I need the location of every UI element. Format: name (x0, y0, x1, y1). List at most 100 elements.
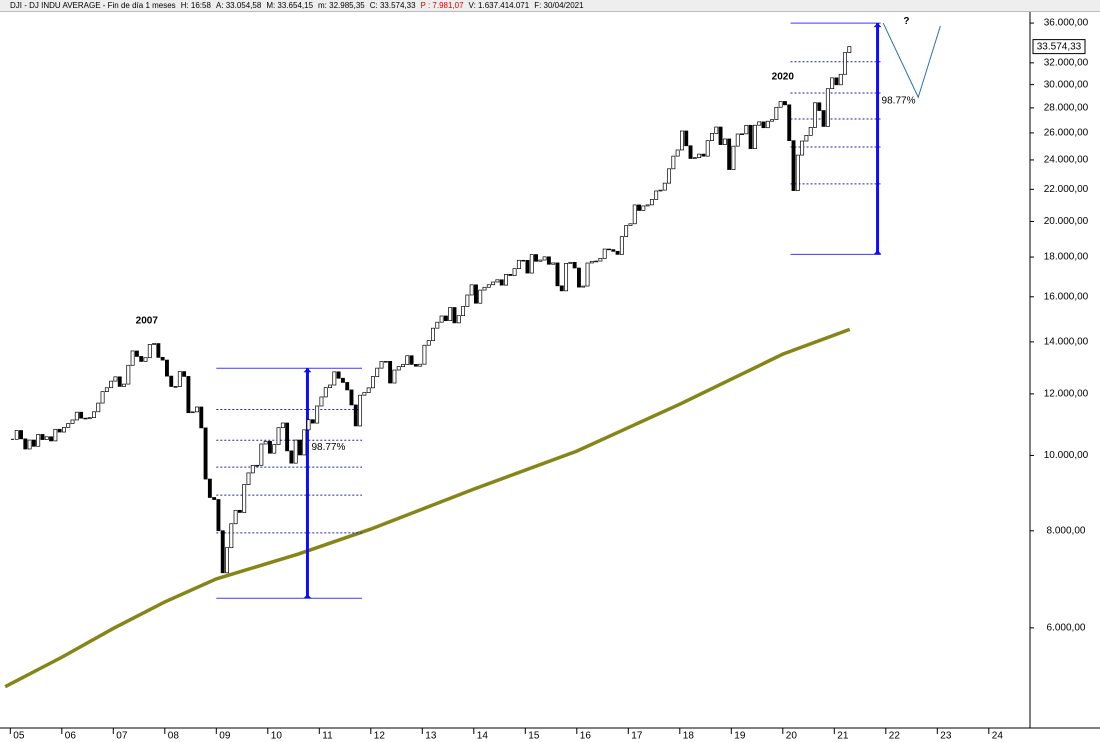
x-tick-label: 14 (477, 731, 489, 742)
candle (134, 350, 139, 357)
candle (164, 359, 169, 377)
candle (534, 254, 538, 262)
candle (671, 155, 676, 170)
candle (495, 279, 500, 283)
candle (370, 376, 375, 389)
candle (525, 260, 530, 274)
candle (830, 77, 835, 90)
candle (443, 315, 448, 321)
candle (186, 376, 191, 414)
candle (212, 497, 217, 500)
candle (49, 436, 54, 442)
measure-arrowhead (873, 250, 882, 255)
candle (752, 124, 757, 150)
x-tick-label: 13 (425, 731, 437, 742)
candle (92, 411, 96, 418)
candle (152, 343, 157, 345)
candle (44, 436, 49, 440)
y-tick-label: 18.000,00 (1044, 252, 1089, 263)
candle (649, 199, 654, 206)
candle (529, 254, 534, 274)
candle (658, 189, 663, 192)
candle (834, 77, 839, 86)
x-tick-label: 17 (631, 731, 643, 742)
candle (705, 140, 710, 157)
candle (109, 380, 114, 389)
candle (117, 376, 122, 387)
candle (70, 419, 75, 424)
candle (87, 417, 92, 420)
candle (401, 364, 405, 368)
x-tick-label: 16 (580, 731, 592, 742)
candle (379, 361, 384, 369)
y-tick-label: 26.000,00 (1044, 128, 1089, 139)
candle (465, 294, 470, 307)
candle (611, 249, 616, 252)
x-tick-label: 22 (889, 731, 901, 742)
header-field: m: 32.985,35 (318, 1, 365, 10)
x-tick-label: 07 (116, 731, 128, 742)
y-tick-label: 8.000,00 (1047, 525, 1086, 536)
candle (804, 135, 809, 142)
measure-arrowhead (873, 23, 882, 28)
candle (259, 443, 264, 466)
candle (336, 371, 341, 379)
candle (542, 256, 547, 261)
candle (246, 472, 251, 485)
y-tick-label: 6.000,00 (1047, 623, 1086, 634)
candle (795, 154, 800, 191)
measure-arrowhead (303, 368, 312, 373)
candle (847, 46, 852, 53)
candle (199, 406, 204, 429)
candle (632, 204, 637, 225)
candle (40, 434, 45, 440)
x-tick-label: 08 (168, 731, 180, 742)
candle (242, 484, 247, 513)
header-field: DJI - DJ INDU AVERAGE - Fin de día 1 mes… (10, 1, 176, 10)
candle (589, 260, 594, 264)
candle (182, 371, 187, 377)
candle (679, 130, 684, 151)
candle (285, 422, 290, 452)
candle (306, 419, 311, 431)
candle (143, 357, 148, 362)
candle (233, 509, 238, 525)
candle (568, 261, 573, 264)
candle (821, 110, 826, 127)
y-tick-label: 32.000,00 (1044, 57, 1089, 68)
candle (735, 133, 740, 147)
candle (473, 284, 478, 304)
candle (624, 225, 629, 237)
candle (697, 153, 702, 158)
candle (667, 168, 672, 184)
x-tick-label: 19 (734, 731, 746, 742)
candle (615, 250, 620, 255)
candle (332, 371, 337, 386)
last-price-label: 33.574,33 (1037, 41, 1082, 52)
candle (104, 387, 109, 392)
candle (383, 361, 388, 363)
candle (203, 427, 208, 480)
candle (83, 417, 88, 420)
candle (422, 344, 427, 365)
candle (452, 307, 457, 324)
candle (787, 104, 792, 142)
candle (289, 450, 294, 464)
candle (701, 153, 706, 157)
candle (409, 355, 414, 365)
candle (654, 190, 659, 200)
x-tick-label: 23 (940, 731, 952, 742)
candle (748, 124, 753, 150)
header-field: H: 16:58 (180, 1, 211, 10)
y-tick-label: 30.000,00 (1044, 79, 1089, 90)
candle (731, 145, 736, 170)
x-tick-label: 24 (992, 731, 1004, 742)
candle (276, 427, 281, 446)
header-field: P : 7.981,07 (420, 1, 464, 10)
candle (770, 119, 775, 122)
y-tick-label: 10.000,00 (1044, 450, 1089, 461)
candle (195, 406, 199, 413)
candle (23, 438, 28, 450)
candle (538, 259, 543, 262)
